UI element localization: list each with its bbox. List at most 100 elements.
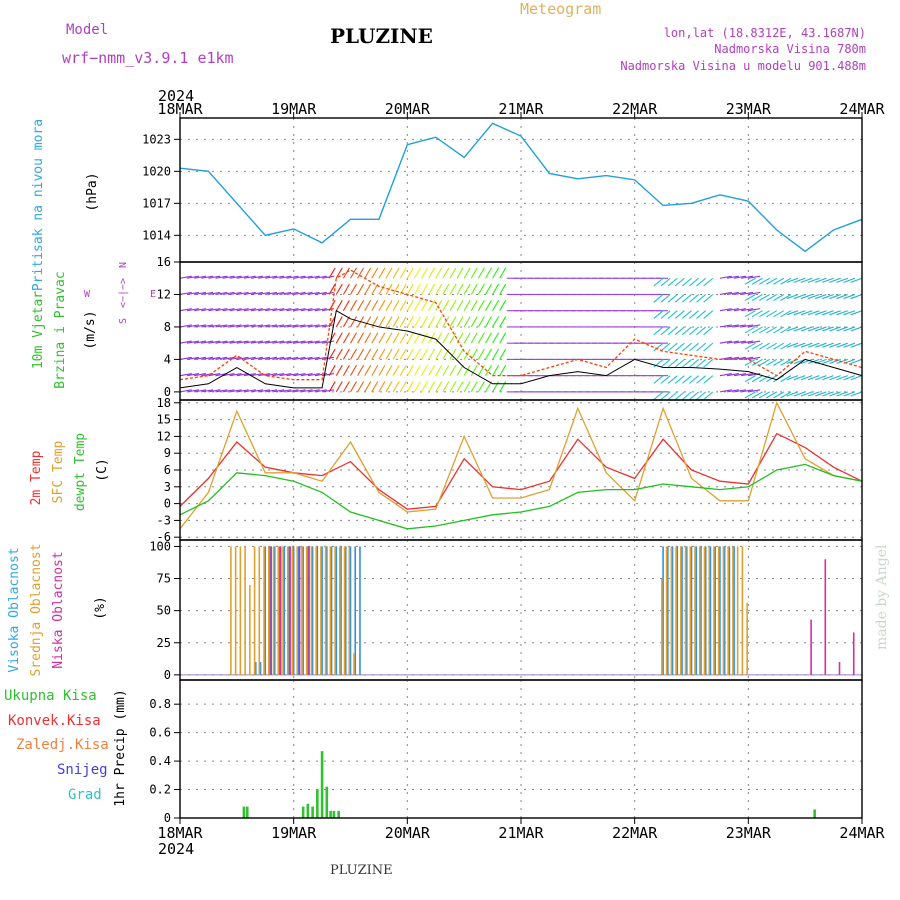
wind-barb bbox=[836, 375, 848, 381]
wind-barb bbox=[741, 291, 754, 296]
wind-barb bbox=[793, 326, 806, 332]
wind-barb bbox=[800, 358, 813, 365]
wind-barb bbox=[201, 324, 214, 328]
wind-barb bbox=[793, 293, 806, 300]
wind-barb bbox=[187, 275, 200, 279]
y-tick-label: 0.8 bbox=[149, 697, 171, 711]
wind-barb bbox=[836, 326, 848, 332]
wind-barb bbox=[222, 389, 235, 393]
wind-barb bbox=[766, 342, 778, 350]
wind-barb bbox=[279, 291, 292, 296]
wind-barb bbox=[208, 389, 221, 393]
wind-barb bbox=[364, 300, 372, 311]
wind-barb bbox=[350, 364, 357, 376]
wind-barb bbox=[485, 300, 492, 311]
wind-barb bbox=[829, 375, 841, 381]
y-tick-label: 12 bbox=[157, 429, 171, 443]
wind-barb bbox=[250, 356, 263, 360]
wind-barb bbox=[780, 375, 792, 383]
wind-barb bbox=[350, 381, 357, 393]
wind-barb bbox=[470, 381, 478, 393]
wind-barb bbox=[674, 294, 685, 303]
wind-barb bbox=[674, 358, 685, 368]
wind-barb bbox=[413, 364, 421, 376]
wind-barb bbox=[215, 324, 228, 328]
wind-barb bbox=[194, 275, 207, 279]
wind-barb bbox=[815, 293, 827, 300]
x-tick-label-top: 18MAR bbox=[157, 100, 203, 118]
wind-barb bbox=[279, 324, 292, 328]
wind-barb bbox=[194, 324, 207, 328]
wind-barb bbox=[385, 332, 393, 344]
pressure-panel: 1014 1017 1020 1023 bbox=[142, 117, 863, 263]
wind-barb bbox=[300, 340, 313, 344]
wind-barb bbox=[449, 348, 457, 360]
wind-barb bbox=[342, 316, 350, 328]
wind-barb bbox=[780, 310, 792, 318]
wind-barb bbox=[335, 364, 343, 376]
wind-barb bbox=[734, 324, 747, 328]
wind-barb bbox=[421, 348, 429, 360]
wind-barb bbox=[660, 375, 671, 384]
y-tick-label: 16 bbox=[157, 255, 171, 269]
wind-barb bbox=[449, 300, 457, 311]
wind-barb bbox=[392, 381, 400, 393]
y-tick-label: 75 bbox=[157, 572, 171, 586]
wind-barb bbox=[194, 389, 207, 393]
precip-label-frz: Zaledj.Kisa bbox=[16, 737, 109, 753]
wind-barb bbox=[215, 356, 228, 360]
wind-barb bbox=[413, 300, 421, 311]
wind-barb bbox=[843, 342, 856, 348]
wind-barb bbox=[342, 300, 350, 311]
wind-barb bbox=[667, 310, 678, 319]
wind-barb bbox=[279, 373, 292, 377]
wind-barb bbox=[279, 308, 292, 312]
x-tick-label-top: 20MAR bbox=[385, 100, 431, 118]
wind-barb bbox=[744, 358, 756, 366]
wind-label-2: Brzina i Pravac bbox=[53, 271, 68, 388]
precip-bar bbox=[332, 810, 336, 818]
wind-barb bbox=[485, 381, 492, 393]
wind-barb bbox=[744, 326, 756, 334]
wind-barb bbox=[314, 389, 327, 393]
wind-barb bbox=[357, 332, 365, 344]
x-tick-label-bottom: 23MAR bbox=[726, 824, 772, 842]
wind-barb bbox=[179, 324, 192, 328]
wind-barb bbox=[179, 389, 192, 393]
wind-barb bbox=[674, 375, 685, 384]
wind-barb bbox=[243, 356, 256, 360]
wind-barb bbox=[674, 277, 685, 287]
wind-barb bbox=[385, 348, 393, 360]
wind-barb bbox=[442, 283, 450, 295]
precip-label-hail: Grad bbox=[68, 787, 102, 803]
wind-barb bbox=[492, 348, 500, 360]
wind-barb bbox=[463, 364, 471, 376]
y-tick-label: 0 bbox=[164, 497, 171, 511]
wind-barb bbox=[744, 342, 756, 350]
wind-barb bbox=[236, 324, 249, 328]
wind-barb bbox=[850, 342, 863, 348]
wind-barb bbox=[773, 277, 785, 285]
wind-barb bbox=[215, 275, 228, 279]
cloud-label-mid: Srednja Oblacnost bbox=[29, 543, 44, 676]
wind-barb bbox=[194, 340, 207, 344]
wind-barb bbox=[307, 291, 320, 296]
wind-barb bbox=[681, 310, 692, 319]
wind-barb bbox=[265, 356, 278, 360]
y-tick-label: 0 bbox=[164, 811, 171, 825]
wind-barb bbox=[751, 391, 763, 399]
wind-barb bbox=[726, 373, 739, 377]
wind-barb bbox=[236, 389, 249, 393]
wind-barb bbox=[442, 267, 450, 279]
wind-barb bbox=[442, 364, 450, 376]
wind-barb bbox=[378, 364, 386, 376]
wind-barb bbox=[807, 277, 820, 283]
wind-barb bbox=[477, 381, 485, 393]
wind-barb bbox=[653, 310, 664, 319]
wind-barb bbox=[499, 364, 507, 376]
wind-barb bbox=[807, 293, 820, 300]
wind-barb bbox=[766, 277, 778, 285]
wind-barb bbox=[321, 291, 334, 296]
wind-barb bbox=[470, 267, 478, 279]
wind-barb bbox=[250, 291, 263, 296]
